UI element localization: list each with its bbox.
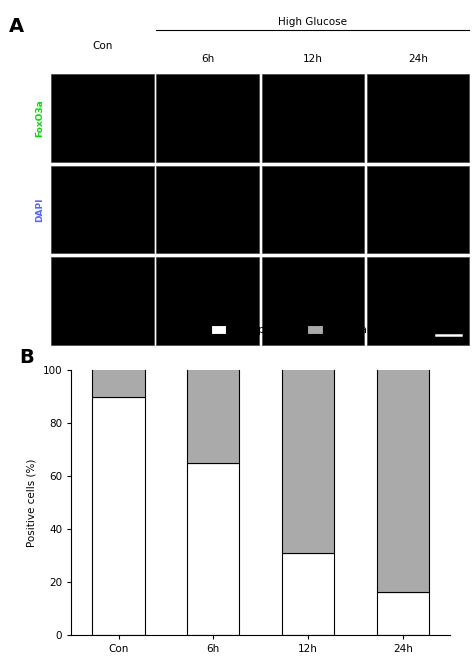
Text: 24h: 24h [408,54,428,64]
Bar [92,397,145,635]
Bar [51,166,154,253]
Bar [51,257,154,344]
Bar [377,368,429,592]
Bar [262,74,364,162]
Y-axis label: Positive cells (%): Positive cells (%) [27,458,37,547]
Text: High Glucose: High Glucose [278,17,347,27]
Bar [156,74,259,162]
Bar [262,166,364,253]
Legend: Cytoplasmic, Nuclear: Cytoplasmic, Nuclear [209,323,374,337]
Text: 6h: 6h [201,54,214,64]
Bar [156,166,259,253]
Bar [187,463,239,635]
Bar [367,74,469,162]
Bar [92,368,145,397]
Text: A: A [9,17,25,36]
Text: FoxO3a: FoxO3a [35,99,44,137]
Bar [367,257,469,344]
Bar [262,257,364,344]
Bar [282,368,334,553]
Bar [282,553,334,635]
Text: Merge: Merge [35,285,44,317]
Text: DAPI: DAPI [35,197,44,221]
Text: 12h: 12h [303,54,323,64]
Bar [187,368,239,463]
Text: B: B [19,348,34,367]
Bar [51,74,154,162]
Bar [377,592,429,635]
Text: Con: Con [92,40,113,50]
Bar [367,166,469,253]
Bar [156,257,259,344]
